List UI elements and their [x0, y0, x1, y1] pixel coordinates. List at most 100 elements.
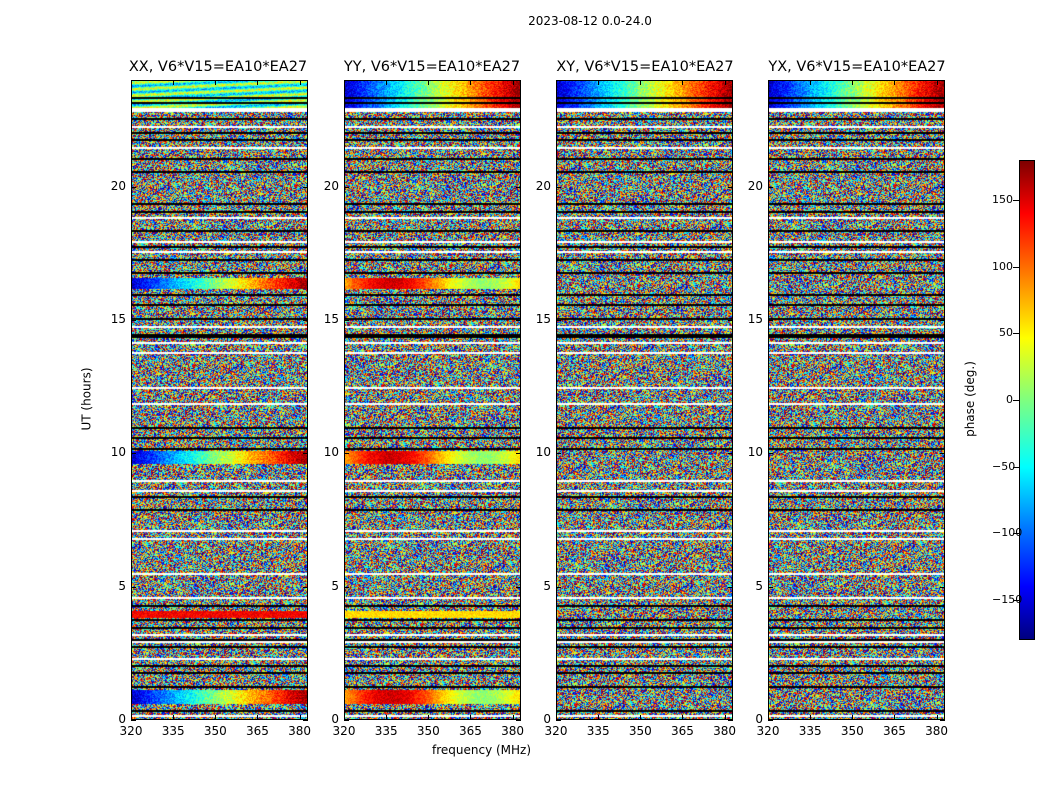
y-tick-mark [940, 320, 945, 321]
x-tick-mark [512, 80, 514, 85]
y-tick-mark [344, 320, 349, 321]
heatmap-canvas-yy [345, 81, 520, 719]
x-tick-label: 320 [119, 724, 143, 738]
x-tick-mark [257, 80, 259, 85]
y-tick-label: 0 [331, 712, 339, 726]
y-tick-label: 0 [118, 712, 126, 726]
x-tick-label: 320 [332, 724, 356, 738]
panel-title-yy: YY, V6*V15=EA10*EA27 [343, 59, 521, 75]
x-tick-mark [852, 715, 854, 720]
y-tick-label: 15 [323, 312, 339, 326]
x-tick-label: 335 [798, 724, 822, 738]
x-tick-mark [768, 715, 769, 720]
x-tick-mark [598, 80, 600, 85]
y-tick-mark [516, 720, 521, 721]
x-tick-mark [344, 715, 345, 720]
colorbar [1019, 160, 1035, 640]
x-tick-mark [682, 715, 684, 720]
x-tick-label: 335 [586, 724, 610, 738]
heatmap-canvas-xx [132, 81, 307, 719]
y-tick-label: 5 [543, 578, 551, 593]
x-tick-label: 350 [203, 724, 227, 738]
x-tick-mark [768, 80, 769, 85]
y-tick-mark [556, 320, 561, 321]
y-tick-mark [768, 720, 773, 721]
heatmap-panel-xx [131, 80, 308, 720]
y-tick-mark [131, 186, 136, 188]
x-tick-mark [640, 80, 642, 85]
y-tick-label: 10 [110, 445, 126, 460]
heatmap-canvas-yx [769, 81, 944, 719]
heatmap-canvas-xy [557, 81, 732, 719]
y-tick-mark [344, 586, 349, 588]
y-tick-label: 20 [110, 178, 126, 193]
x-tick-mark [428, 80, 430, 85]
y-tick-mark [131, 586, 136, 588]
x-tick-mark [257, 715, 259, 720]
x-tick-mark [428, 715, 430, 720]
y-tick-mark [303, 186, 308, 188]
x-tick-mark [386, 80, 388, 85]
y-tick-mark [556, 453, 561, 455]
y-tick-label: 5 [118, 578, 126, 593]
y-tick-label: 20 [323, 178, 339, 193]
y-tick-mark [303, 586, 308, 588]
y-tick-mark [768, 453, 773, 455]
x-tick-mark [131, 715, 132, 720]
x-tick-mark [810, 80, 812, 85]
x-tick-label: 380 [713, 724, 737, 738]
panel-title-xx: XX, V6*V15=EA10*EA27 [128, 59, 308, 75]
x-tick-mark [470, 80, 472, 85]
y-tick-mark [516, 453, 521, 455]
y-tick-mark [556, 586, 561, 588]
x-tick-mark [598, 715, 600, 720]
y-tick-mark [556, 720, 561, 721]
colorbar-label: phase (deg.) [962, 361, 977, 437]
colorbar-tick-label: 150 [992, 193, 1013, 206]
colorbar-tick-mark [1013, 400, 1019, 401]
y-tick-mark [516, 186, 521, 188]
x-tick-label: 365 [458, 724, 482, 738]
y-tick-mark [728, 186, 733, 188]
y-tick-label: 15 [747, 312, 763, 326]
x-tick-label: 320 [544, 724, 568, 738]
y-tick-mark [728, 720, 733, 721]
y-tick-mark [344, 453, 349, 455]
y-tick-mark [131, 720, 136, 721]
y-tick-mark [344, 186, 349, 188]
x-tick-mark [640, 715, 642, 720]
x-tick-label: 335 [374, 724, 398, 738]
y-tick-label: 0 [755, 712, 763, 726]
x-tick-mark [894, 80, 896, 85]
y-tick-mark [940, 453, 945, 455]
x-tick-label: 380 [925, 724, 949, 738]
x-tick-mark [724, 80, 726, 85]
x-tick-mark [894, 715, 896, 720]
colorbar-tick-mark [1013, 200, 1019, 201]
colorbar-tick-mark [1013, 333, 1019, 335]
y-tick-mark [516, 320, 521, 321]
y-tick-mark [768, 186, 773, 188]
colorbar-tick-mark [1013, 600, 1019, 601]
x-tick-mark [173, 80, 175, 85]
x-axis-label: frequency (MHz) [432, 743, 532, 757]
x-tick-label: 350 [628, 724, 652, 738]
y-tick-mark [303, 720, 308, 721]
x-tick-mark [173, 715, 175, 720]
x-tick-mark [215, 80, 217, 85]
y-tick-mark [940, 586, 945, 588]
y-tick-mark [940, 186, 945, 188]
x-tick-mark [386, 715, 388, 720]
y-tick-mark [768, 586, 773, 588]
heatmap-panel-yx [768, 80, 945, 720]
x-tick-label: 365 [245, 724, 269, 738]
colorbar-tick-label: 100 [992, 259, 1013, 273]
y-tick-mark [516, 586, 521, 588]
colorbar-tick-label: −100 [992, 526, 1023, 540]
x-tick-mark [131, 80, 132, 85]
x-tick-mark [512, 715, 514, 720]
x-tick-label: 335 [161, 724, 185, 738]
figure-title: 2023-08-12 0.0-24.0 [528, 14, 652, 28]
y-tick-mark [728, 320, 733, 321]
x-tick-label: 350 [840, 724, 864, 738]
